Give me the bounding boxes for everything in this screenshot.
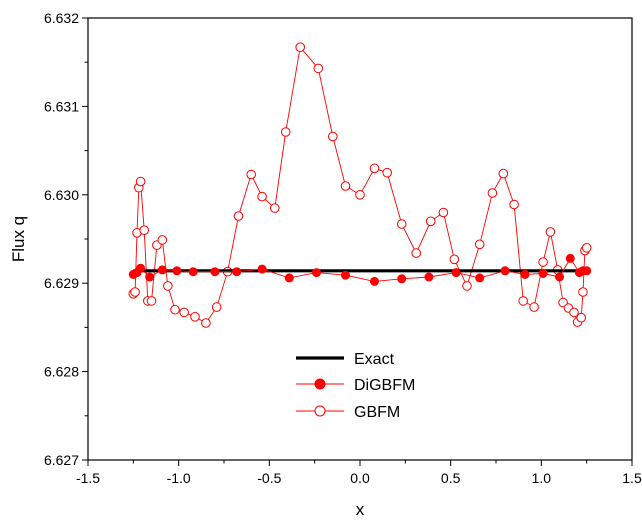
gbfm-point <box>163 281 173 291</box>
y-tick-label: 6.628 <box>44 364 79 380</box>
gbfm-point <box>529 302 539 312</box>
gbfm-point <box>179 307 189 318</box>
gbfm-point <box>246 169 256 180</box>
gbfm-point <box>578 287 588 297</box>
digbfm-point <box>555 272 564 282</box>
x-tick-label: 0.0 <box>350 470 370 486</box>
x-tick-label: 1.0 <box>532 470 552 486</box>
digbfm-point <box>188 267 198 277</box>
y-tick-label: 6.627 <box>44 452 79 468</box>
digbfm-point <box>145 272 155 282</box>
gbfm-point <box>211 302 222 312</box>
gbfm-point <box>328 131 338 142</box>
y-tick-label: 6.632 <box>44 10 79 26</box>
gbfm-point <box>233 211 244 221</box>
gbfm-point <box>411 248 422 258</box>
gbfm-point <box>369 163 380 174</box>
x-tick-label: -1.5 <box>76 470 100 486</box>
gbfm-point <box>382 167 393 178</box>
gbfm-point <box>170 304 180 315</box>
legend-item-exact: Exact <box>296 351 395 368</box>
digbfm-point <box>257 264 267 274</box>
digbfm-point <box>136 263 146 273</box>
y-tick-label: 6.630 <box>44 187 79 203</box>
x-tick-label: 0.5 <box>441 470 461 486</box>
digbfm-point <box>157 265 167 275</box>
gbfm-point <box>438 207 449 218</box>
y-tick-label: 6.631 <box>44 98 79 114</box>
gbfm-point <box>139 225 149 235</box>
y-tick-label: 6.629 <box>44 275 79 291</box>
legend-label-gbfm: GBFM <box>354 404 400 421</box>
gbfm-line <box>132 46 588 324</box>
gbfm-point <box>135 176 146 187</box>
gbfm-point <box>518 296 529 306</box>
gbfm-point <box>190 312 200 322</box>
legend-label-digbfm: DiGBFM <box>354 377 415 394</box>
gbfm-point <box>581 243 592 253</box>
gbfm-point <box>462 281 472 291</box>
gbfm-point <box>396 219 407 229</box>
legend-marker-filled-circle <box>314 378 326 390</box>
gbfm-point <box>425 216 436 227</box>
x-tick-label: -1.0 <box>167 470 191 486</box>
digbfm-point <box>520 269 530 279</box>
digbfm-point <box>424 272 434 282</box>
gbfm-point <box>313 63 324 74</box>
gbfm-point <box>474 239 485 250</box>
gbfm-point <box>130 287 140 297</box>
legend-item-gbfm: GBFM <box>296 404 400 421</box>
x-tick-label: 1.5 <box>622 470 642 486</box>
axis-ticks: -1.5 -1.0 -0.5 0.0 0.5 1.0 1.5 6.627 6.628 6.629 6… <box>44 10 642 486</box>
gbfm-point <box>340 181 351 191</box>
series-layer <box>128 42 592 328</box>
digbfm-point <box>341 270 350 280</box>
digbfm-point <box>565 253 575 263</box>
digbfm-point <box>582 266 592 276</box>
x-tick-label: -0.5 <box>257 470 281 486</box>
digbfm-point <box>312 268 321 278</box>
digbfm-point <box>284 273 294 283</box>
gbfm-point <box>257 191 267 202</box>
gbfm-point <box>509 199 519 210</box>
legend-item-digbfm: DiGBFM <box>296 377 415 394</box>
digbfm-point <box>210 267 220 277</box>
gbfm-point <box>157 235 168 245</box>
gbfm-point <box>201 318 211 328</box>
gbfm-point <box>280 127 291 137</box>
gbfm-point <box>545 227 556 237</box>
gbfm-point <box>449 254 460 265</box>
x-axis-title: x <box>356 500 365 519</box>
gbfm-point <box>538 257 548 267</box>
legend-label-exact: Exact <box>354 351 395 368</box>
y-axis-title: Flux q <box>9 216 28 262</box>
gbfm-point <box>487 188 498 198</box>
digbfm-point <box>538 269 548 278</box>
gbfm-point <box>295 42 306 53</box>
gbfm-point <box>146 296 157 306</box>
digbfm-point <box>500 266 510 276</box>
digbfm-point <box>232 267 242 277</box>
gbfm-point <box>270 203 280 213</box>
series-gbfm <box>128 42 592 328</box>
digbfm-point <box>475 273 485 283</box>
gbfm-point <box>355 190 365 200</box>
series-digbfm <box>128 253 592 286</box>
gbfm-point <box>576 312 587 323</box>
digbfm-point <box>451 268 461 278</box>
digbfm-point <box>370 276 379 286</box>
legend: Exact DiGBFM GBFM <box>296 351 415 421</box>
digbfm-point <box>397 274 407 284</box>
gbfm-point <box>569 307 579 318</box>
gbfm-point <box>498 168 509 179</box>
legend-marker-open-circle <box>314 405 326 417</box>
digbfm-point <box>172 266 182 276</box>
